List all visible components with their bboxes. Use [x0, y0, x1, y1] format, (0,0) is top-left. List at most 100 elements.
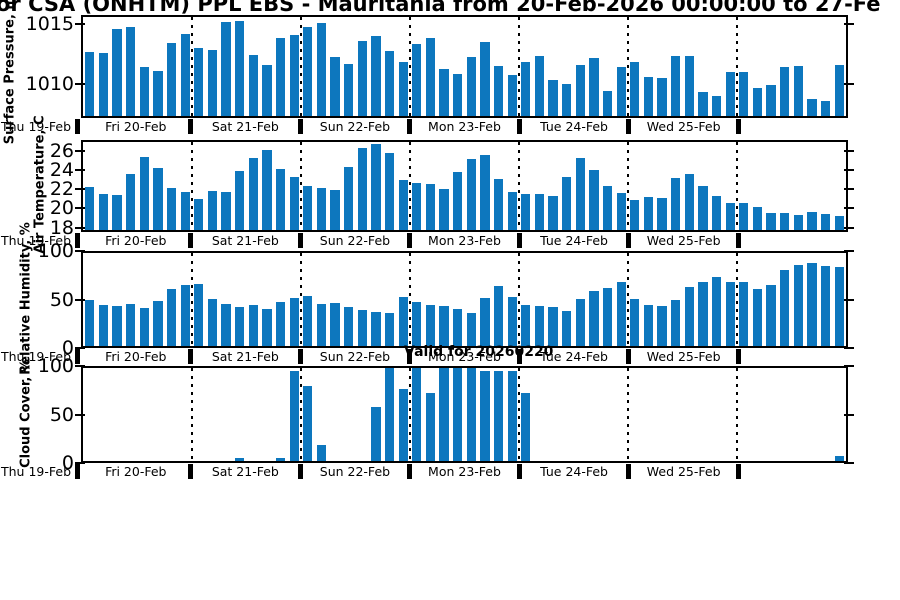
x-day-separator-tick — [735, 464, 741, 479]
y-tick-mark — [844, 365, 854, 368]
bar — [398, 179, 408, 230]
y-tick-mark — [75, 226, 85, 229]
bar — [766, 84, 776, 116]
bar — [466, 368, 476, 461]
bar — [207, 190, 218, 230]
bar — [262, 65, 272, 116]
bar — [602, 90, 613, 116]
day-boundary-dotted-line — [300, 142, 302, 230]
y-tick-label: 1015 — [25, 13, 74, 36]
y-tick-mark — [844, 83, 854, 86]
bar — [820, 213, 831, 230]
bar — [466, 158, 476, 230]
y-tick-mark — [844, 188, 854, 191]
day-boundary-dotted-line — [409, 142, 411, 230]
x-day-separator-tick — [407, 119, 413, 134]
bar — [820, 100, 831, 116]
y-tick-label: 50 — [49, 403, 74, 426]
bar — [398, 296, 408, 346]
day-boundary-dotted-line — [409, 368, 411, 461]
bar — [398, 61, 408, 116]
air-temperature-panel — [81, 140, 848, 232]
bar — [126, 174, 136, 230]
bar — [766, 212, 776, 230]
x-day-label: Wed 25-Feb — [646, 464, 721, 479]
y-tick-mark — [75, 168, 85, 171]
bar — [766, 284, 776, 346]
bar — [275, 168, 286, 230]
bar — [793, 214, 803, 230]
bar — [248, 305, 258, 346]
bar — [85, 52, 95, 116]
day-boundary-dotted-line — [627, 368, 629, 461]
bar — [126, 26, 136, 116]
bar — [630, 200, 640, 230]
x-day-label: Sat 21-Feb — [211, 349, 279, 364]
bar — [262, 150, 272, 230]
bar — [235, 307, 245, 346]
x-day-label: Sat 21-Feb — [211, 233, 279, 248]
x-day-label: Fri 20-Feb — [105, 464, 167, 479]
y-tick-mark — [75, 23, 85, 26]
x-day-separator-tick — [735, 233, 741, 248]
y-tick-label: 20 — [49, 197, 74, 220]
x-start-label: Thu 19-Feb — [1, 233, 72, 248]
bar — [616, 192, 626, 230]
bar — [425, 393, 436, 461]
bar — [412, 44, 422, 116]
x-day-separator-tick — [75, 349, 80, 364]
day-boundary-dotted-line — [300, 253, 302, 346]
y-tick-mark — [844, 226, 854, 229]
y-tick-mark — [75, 207, 85, 210]
bar — [303, 26, 313, 116]
day-boundary-dotted-line — [191, 368, 193, 461]
bar — [289, 371, 299, 461]
x-start-label: Thu 19-Feb — [1, 464, 72, 479]
bar — [480, 41, 490, 116]
bar — [739, 202, 749, 230]
bar — [493, 371, 504, 461]
bar — [439, 189, 449, 230]
y-tick-mark — [844, 168, 854, 171]
bar — [521, 305, 531, 346]
bar — [248, 54, 258, 116]
bar — [589, 169, 599, 230]
bar — [493, 285, 504, 346]
bar — [698, 282, 708, 346]
bar — [630, 61, 640, 116]
bar — [507, 371, 517, 461]
bar — [807, 98, 817, 116]
day-boundary-dotted-line — [736, 17, 738, 116]
bar — [643, 305, 654, 346]
bar — [453, 172, 463, 230]
bar — [384, 368, 395, 461]
bar — [834, 456, 844, 461]
bar — [657, 306, 667, 346]
bar — [371, 311, 381, 346]
bar — [139, 67, 149, 116]
bar — [616, 67, 626, 116]
y-tick-mark — [844, 413, 854, 416]
bar — [752, 88, 763, 116]
bar — [275, 302, 286, 346]
bar — [780, 67, 790, 116]
bar — [371, 143, 381, 230]
bar — [725, 282, 735, 346]
figure-title-clipped: or CSA (ONHTM) PPL EBS - Mauritania from… — [0, 0, 881, 16]
bar — [453, 308, 463, 346]
y-tick-label: 1010 — [25, 73, 74, 96]
x-day-separator-tick — [516, 464, 522, 479]
bar — [275, 38, 286, 116]
y-tick-mark — [844, 462, 854, 464]
surface-pressure-panel — [81, 15, 848, 118]
day-boundary-dotted-line — [627, 142, 629, 230]
bar — [834, 65, 844, 116]
x-day-label: Mon 23-Feb — [428, 233, 501, 248]
bar — [534, 193, 545, 230]
bar — [534, 306, 545, 346]
bar — [289, 297, 299, 346]
x-day-separator-tick — [626, 119, 632, 134]
x-day-separator-tick — [516, 119, 522, 134]
bar — [235, 21, 245, 116]
bar — [507, 75, 517, 116]
